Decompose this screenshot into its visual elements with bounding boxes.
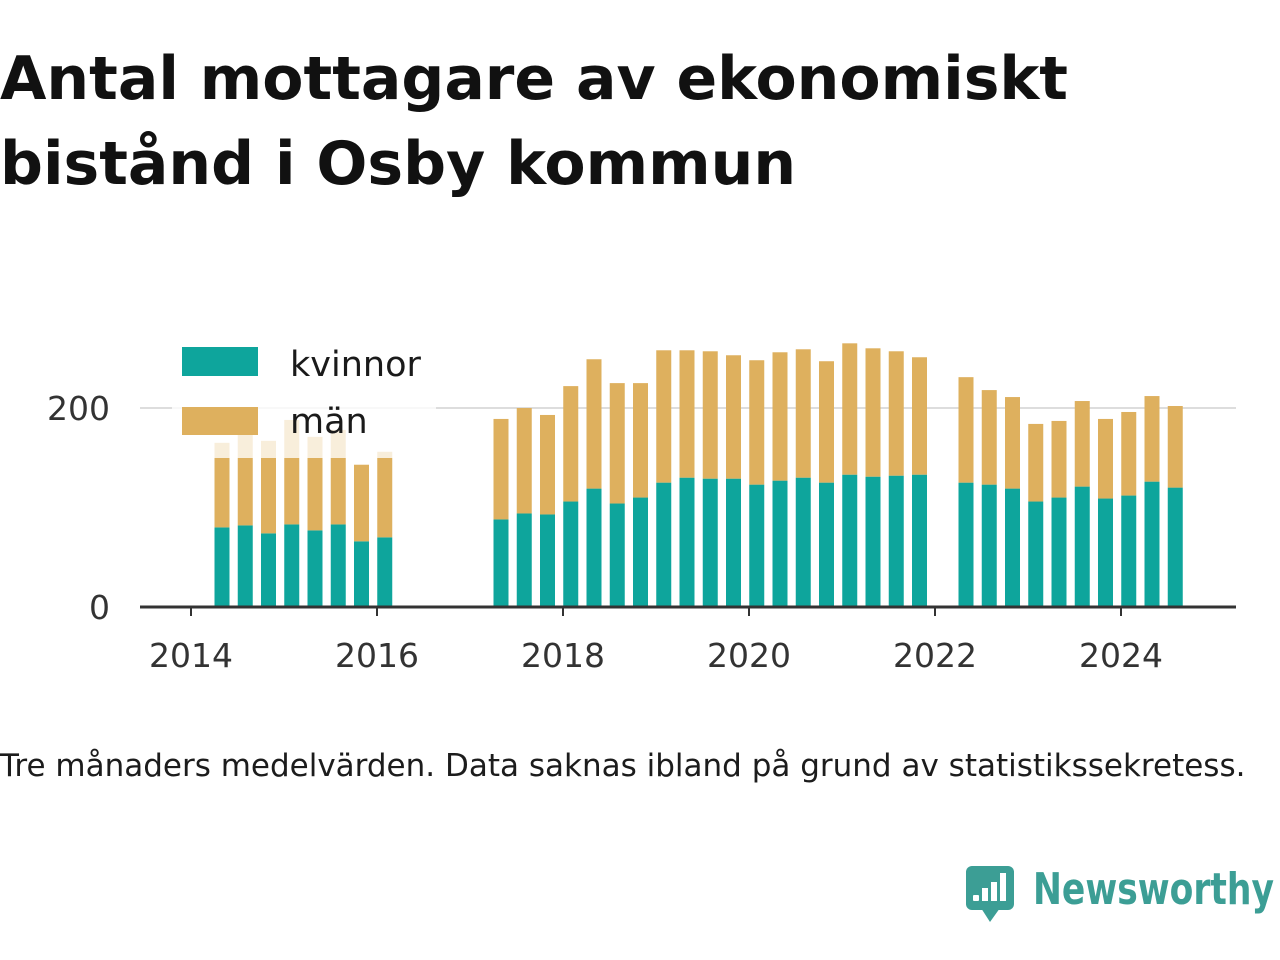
bar-kvinnor-2022-05 [958, 482, 974, 608]
bar-man-2019-05 [679, 350, 695, 478]
bar-kvinnor-2018-08 [609, 503, 625, 607]
legend-label-kvinnor: kvinnor [290, 345, 421, 385]
bar-man-2024-05 [1144, 396, 1160, 482]
x-tick-label: 2016 [335, 636, 419, 675]
bar-man-2024-02 [1121, 411, 1137, 496]
bar-kvinnor-2019-05 [679, 477, 695, 607]
bar-man-2021-11 [912, 357, 927, 475]
bar-man-2023-02 [1028, 423, 1044, 502]
bar-man-2016-02 [377, 451, 393, 538]
bar-kvinnor-2014-08 [237, 525, 253, 607]
bar-kvinnor-2020-02 [749, 484, 765, 607]
bar-man-2017-11 [540, 414, 555, 515]
legend-swatch-man [182, 407, 258, 435]
y-tick-label: 200 [47, 389, 110, 428]
bar-kvinnor-2020-11 [819, 482, 834, 608]
x-tick-label: 2020 [707, 636, 791, 675]
bar-man-2018-11 [633, 383, 648, 498]
bar-kvinnor-2017-08 [516, 513, 532, 607]
bar-man-2014-11 [261, 440, 276, 534]
bar-kvinnor-2018-05 [586, 488, 602, 607]
bar-kvinnor-2020-05 [772, 480, 788, 607]
y-tick-label: 0 [89, 588, 110, 627]
bar-kvinnor-2021-02 [842, 474, 858, 607]
bar-man-2023-05 [1051, 420, 1067, 498]
bar-man-2022-11 [1005, 397, 1020, 489]
bar-kvinnor-2014-11 [261, 533, 276, 607]
bar-kvinnor-2019-08 [702, 478, 718, 607]
bar-man-2017-05 [493, 418, 509, 520]
bar-kvinnor-2023-08 [1074, 486, 1090, 607]
x-tick-label: 2014 [149, 636, 233, 675]
bar-kvinnor-2021-11 [912, 474, 927, 607]
bar-man-2020-11 [819, 361, 834, 483]
bar-kvinnor-2024-08 [1167, 487, 1183, 607]
bar-kvinnor-2022-08 [981, 484, 997, 607]
bar-kvinnor-2021-05 [865, 476, 881, 607]
bar-kvinnor-2023-02 [1028, 501, 1044, 607]
bar-kvinnor-2023-11 [1098, 498, 1113, 607]
chart-title: Antal mottagare av ekonomiskt bistånd i … [0, 44, 1068, 199]
bars [214, 343, 1183, 608]
chart-footnote: Tre månaders medelvärden. Data saknas ib… [0, 748, 1246, 784]
bar-man-2021-02 [842, 343, 858, 475]
x-tick-label: 2022 [893, 636, 977, 675]
bar-kvinnor-2020-08 [795, 477, 811, 607]
bar-man-2023-08 [1074, 401, 1090, 487]
bar-man-2015-05 [307, 436, 323, 531]
x-tick-marks [190, 607, 1122, 616]
bar-man-2019-11 [726, 355, 741, 479]
bar-kvinnor-2019-11 [726, 478, 741, 607]
bar-man-2023-11 [1098, 418, 1113, 499]
x-tick-label: 2018 [521, 636, 605, 675]
bar-man-2022-05 [958, 377, 974, 483]
bar-man-2018-05 [586, 359, 602, 489]
bar-man-2018-02 [563, 386, 579, 502]
bar-kvinnor-2015-02 [284, 524, 300, 607]
newsworthy-wordmark: Newsworthy [1033, 864, 1274, 915]
bar-kvinnor-2017-05 [493, 519, 509, 607]
bar-man-2015-11 [354, 464, 369, 542]
bar-kvinnor-2018-02 [563, 501, 579, 607]
bar-man-2019-02 [656, 350, 672, 483]
bar-kvinnor-2024-05 [1144, 481, 1160, 607]
bar-kvinnor-2014-05 [214, 527, 230, 607]
legend: kvinnor män [172, 335, 436, 458]
bar-kvinnor-2015-05 [307, 530, 323, 607]
bar-kvinnor-2022-11 [1005, 488, 1020, 607]
bar-kvinnor-2024-02 [1121, 495, 1137, 607]
bar-man-2017-08 [516, 408, 532, 514]
bar-kvinnor-2016-02 [377, 537, 393, 607]
stacked-bar-chart: kvinnor män 2014 2016 2018 2020 2022 202… [47, 335, 1236, 675]
bar-kvinnor-2017-11 [540, 514, 555, 607]
bar-kvinnor-2023-05 [1051, 497, 1067, 607]
bar-kvinnor-2019-02 [656, 482, 672, 608]
bar-man-2014-05 [214, 442, 230, 528]
bar-man-2024-08 [1167, 406, 1183, 488]
bar-man-2021-05 [865, 348, 881, 477]
bar-man-2020-05 [772, 352, 788, 481]
bar-kvinnor-2018-11 [633, 497, 648, 607]
bar-man-2021-08 [888, 351, 904, 476]
bar-kvinnor-2021-08 [888, 475, 904, 607]
newsworthy-logo-icon [966, 866, 1014, 922]
x-tick-label: 2024 [1079, 636, 1163, 675]
bar-man-2018-08 [609, 383, 625, 504]
newsworthy-logo: Newsworthy [966, 864, 1274, 922]
bar-man-2019-08 [702, 351, 718, 479]
bar-man-2020-02 [749, 360, 765, 485]
bar-man-2020-08 [795, 349, 811, 478]
legend-label-man: män [290, 402, 368, 442]
axes: 2014 2016 2018 2020 2022 2024 0 200 [47, 389, 1236, 675]
bar-kvinnor-2015-11 [354, 541, 369, 607]
bar-kvinnor-2015-08 [330, 524, 346, 607]
bar-man-2022-08 [981, 390, 997, 485]
legend-swatch-kvinnor [182, 347, 258, 376]
